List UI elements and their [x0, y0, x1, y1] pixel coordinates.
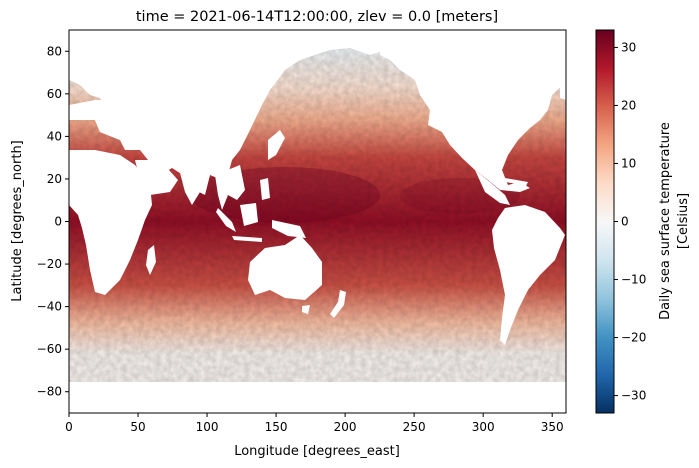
y-tick-label: 60 [47, 87, 62, 101]
land-new-zealand [330, 290, 346, 318]
colorbar-tick-label: −30 [621, 389, 646, 403]
land-cuba [505, 178, 528, 186]
colorbar-tick-label: 10 [621, 156, 636, 170]
colorbar-tick-label: −20 [621, 331, 646, 345]
y-tick-label: 0 [54, 215, 62, 229]
colorbar-label-line1: Daily sea surface temperature [658, 122, 673, 320]
colorbar-tick-label: 0 [621, 215, 629, 229]
y-tick-label: 80 [47, 44, 62, 58]
land-tasmania [302, 305, 310, 314]
x-tick-label: 350 [541, 420, 564, 434]
x-tick-label: 100 [196, 420, 219, 434]
y-tick-label: −40 [37, 300, 62, 314]
y-tick-label: 40 [47, 129, 62, 143]
land-new-guinea [272, 220, 306, 238]
land-arabia [135, 160, 178, 195]
x-tick-label: 150 [265, 420, 288, 434]
land-north-america [380, 30, 566, 192]
y-tick-label: −20 [37, 257, 62, 271]
y-tick-label: −80 [37, 385, 62, 399]
land-indochina [215, 165, 245, 210]
x-tick-label: 0 [65, 420, 73, 434]
x-tick-label: 200 [334, 420, 357, 434]
chart-title: time = 2021-06-14T12:00:00, zlev = 0.0 [… [136, 9, 498, 25]
land-britain [560, 82, 566, 100]
colorbar-axis: 30 20 10 0 −10 −20 −30 [614, 40, 646, 403]
land-central-america [475, 170, 510, 205]
land-greenland [525, 30, 566, 75]
y-axis: 80 60 40 20 0 −20 −40 −60 −80 [37, 44, 69, 399]
x-tick-label: 250 [403, 420, 426, 434]
land-japan [268, 130, 285, 160]
land-java [232, 236, 262, 242]
y-tick-label: −60 [37, 342, 62, 356]
land-madagascar [146, 245, 156, 275]
land-india [178, 165, 210, 205]
colorbar-tick-label: −10 [621, 273, 646, 287]
colorbar-label-line2: [Celsius] [676, 193, 691, 249]
x-axis: 0 50 100 150 200 250 300 350 [65, 413, 564, 434]
land-sumatra [216, 208, 236, 232]
y-tick-label: 20 [47, 172, 62, 186]
land-borneo [240, 203, 258, 226]
land-masses [69, 30, 566, 413]
x-tick-label: 300 [472, 420, 495, 434]
colorbar-tick-label: 30 [621, 40, 636, 54]
plot-area [69, 30, 566, 413]
land-europe [69, 100, 130, 140]
x-axis-label: Longitude [degrees_east] [234, 444, 400, 459]
y-axis-label: Latitude [degrees_north] [10, 140, 25, 301]
land-africa [69, 150, 152, 295]
x-tick-label: 50 [130, 420, 145, 434]
land-philippines [260, 178, 270, 200]
colorbar-tick-label: 20 [621, 98, 636, 112]
colorbar [595, 29, 615, 414]
land-australia [248, 235, 322, 300]
land-south-america [492, 205, 565, 345]
land-antarctica [69, 382, 566, 413]
